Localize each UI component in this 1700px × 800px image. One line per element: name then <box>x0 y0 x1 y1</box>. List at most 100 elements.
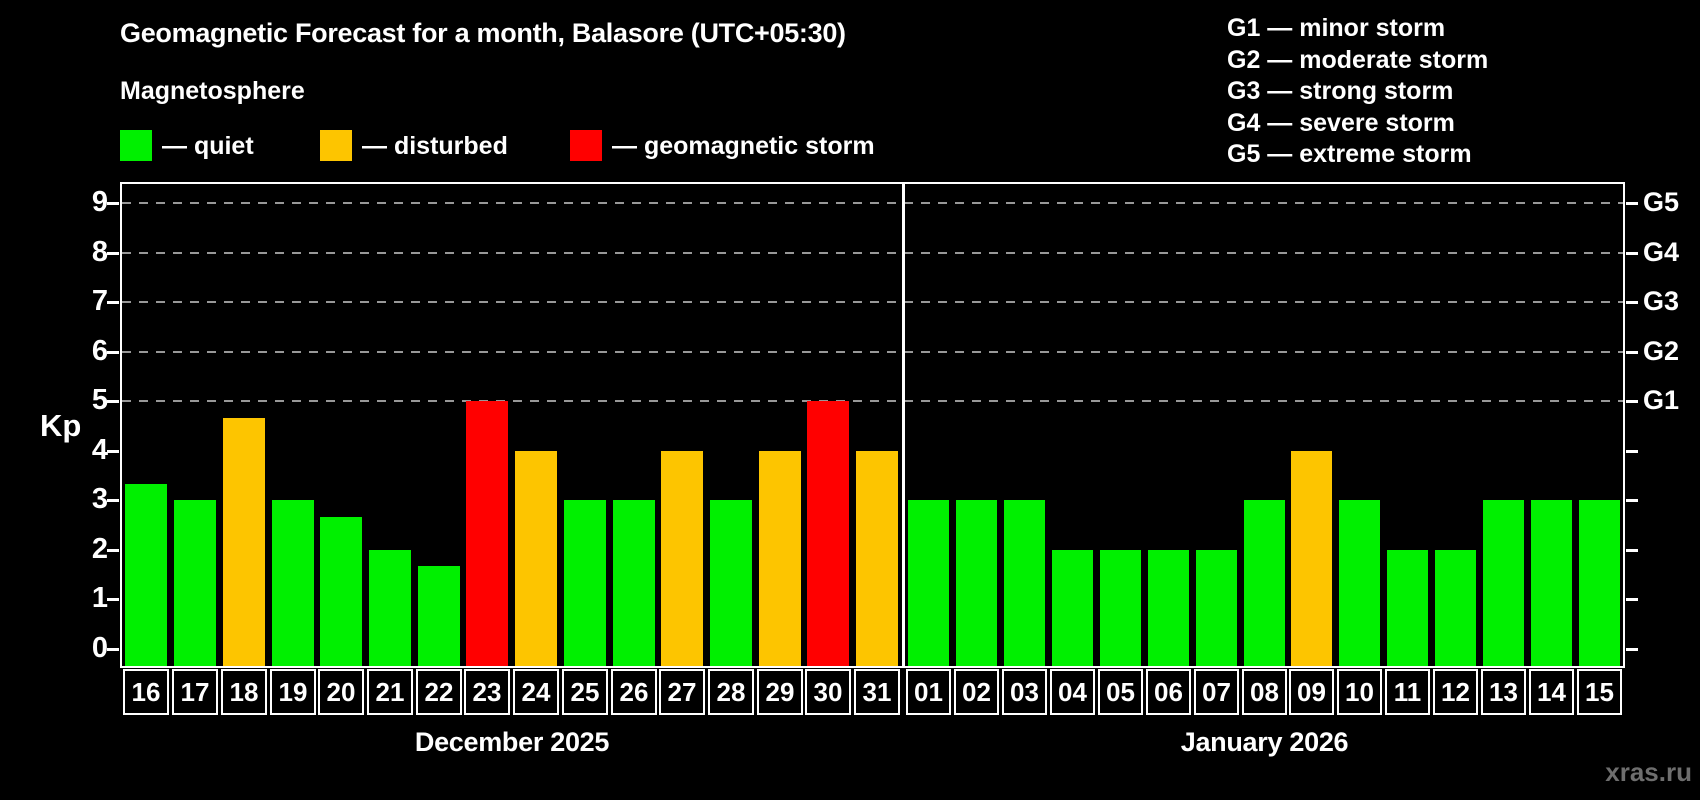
gridline-kp6 <box>122 350 1623 353</box>
legend-item-label: — disturbed <box>362 132 508 160</box>
y-axis-tick <box>1626 548 1638 552</box>
day-label-31: 31 <box>854 669 900 715</box>
gridline-kp8 <box>122 251 1623 254</box>
kp-bar-02 <box>956 500 997 666</box>
y-axis-tick <box>1626 350 1638 354</box>
day-label-04: 04 <box>1050 669 1095 715</box>
y-axis-tick <box>107 548 119 552</box>
y-axis-tick <box>1626 648 1638 651</box>
day-label-29: 29 <box>757 669 803 715</box>
y-axis-tick <box>1626 499 1638 503</box>
magnetosphere-label: Magnetosphere <box>120 77 305 105</box>
kp-bar-10 <box>1339 500 1380 666</box>
gridline-kp7 <box>122 301 1623 304</box>
y-axis-tick <box>1626 251 1638 255</box>
day-label-09: 09 <box>1289 669 1334 715</box>
y-tick-label: 7 <box>91 285 108 318</box>
day-label-13: 13 <box>1481 669 1526 715</box>
kp-bar-26 <box>613 500 655 666</box>
day-label-28: 28 <box>708 669 754 715</box>
day-label-22: 22 <box>416 669 462 715</box>
g1-legend-line: G1 — minor storm <box>1227 14 1446 42</box>
x-axis-day-labels: 16 17 18 19 20 21 22 23 24 25 26 27 28 29 30 31 01 02 03 04… <box>122 669 1623 716</box>
watermark: xras.ru <box>1605 757 1692 787</box>
day-label-02: 02 <box>954 669 999 715</box>
y-tick-label: 1 <box>91 582 108 615</box>
y-axis-tick <box>107 350 119 354</box>
day-label-24: 24 <box>513 669 559 715</box>
day-label-19: 19 <box>270 669 316 715</box>
kp-bar-12 <box>1435 550 1476 666</box>
g-scale-label-g2: G2 <box>1643 335 1680 366</box>
day-label-01: 01 <box>906 669 951 715</box>
y-axis-tick <box>107 648 119 651</box>
kp-bar-04 <box>1052 550 1093 666</box>
month-label-december: December 2025 <box>414 727 610 757</box>
y-axis-tick <box>107 251 119 255</box>
kp-bar-15 <box>1579 500 1620 666</box>
g3-legend-line: G3 — strong storm <box>1227 77 1454 105</box>
kp-bar-20 <box>320 517 362 666</box>
kp-bar-18 <box>223 418 265 666</box>
kp-bar-24 <box>515 451 557 666</box>
g-scale-label-g5: G5 <box>1643 187 1680 217</box>
kp-bar-16 <box>125 484 167 666</box>
kp-bar-17 <box>174 500 216 666</box>
day-label-11: 11 <box>1385 669 1430 715</box>
day-label-16: 16 <box>123 669 169 715</box>
kp-bar-08 <box>1244 500 1285 666</box>
kp-bar-23 <box>466 401 508 666</box>
kp-bar-21 <box>369 550 411 666</box>
kp-bar-01 <box>908 500 949 666</box>
day-label-05: 05 <box>1098 669 1143 715</box>
plot-area <box>120 182 1625 668</box>
kp-bar-06 <box>1148 550 1189 666</box>
day-label-21: 21 <box>367 669 413 715</box>
kp-bar-05 <box>1100 550 1141 666</box>
kp-bar-03 <box>1004 500 1045 666</box>
y-tick-label: 0 <box>91 632 108 664</box>
y-axis-tick <box>1626 598 1638 602</box>
g-scale-label-g1: G1 <box>1643 385 1680 416</box>
y-tick-label: 2 <box>91 532 108 565</box>
g5-legend-line: G5 — extreme storm <box>1227 140 1472 168</box>
legend-item-label: — geomagnetic storm <box>612 132 875 160</box>
kp-bar-28 <box>710 500 752 666</box>
day-label-25: 25 <box>562 669 608 715</box>
day-label-27: 27 <box>659 669 705 715</box>
day-label-26: 26 <box>611 669 657 715</box>
kp-bar-13 <box>1483 500 1524 666</box>
y-tick-label: 6 <box>91 334 108 367</box>
storm-swatch <box>570 130 602 161</box>
gridline-kp5 <box>122 400 1623 403</box>
day-label-08: 08 <box>1242 669 1287 715</box>
y-axis-title: Kp <box>40 408 82 443</box>
y-axis-tick <box>1626 449 1638 453</box>
day-label-06: 06 <box>1146 669 1191 715</box>
y-axis-tick <box>1626 202 1638 205</box>
day-label-07: 07 <box>1194 669 1239 715</box>
kp-bar-30 <box>807 401 849 666</box>
y-tick-label: 3 <box>91 483 108 516</box>
quiet-swatch <box>120 130 152 161</box>
day-label-17: 17 <box>172 669 218 715</box>
kp-bar-14 <box>1531 500 1572 666</box>
kp-bar-11 <box>1387 550 1428 666</box>
y-axis-tick <box>107 202 119 205</box>
g-scale-legend: G1 — minor storm G2 — moderate storm G3 … <box>1227 13 1488 171</box>
day-label-20: 20 <box>318 669 364 715</box>
kp-bar-27 <box>661 451 703 666</box>
legend-item-label: — quiet <box>162 132 254 160</box>
g2-legend-line: G2 — moderate storm <box>1227 45 1489 74</box>
day-label-14: 14 <box>1529 669 1574 715</box>
y-tick-label: 8 <box>91 235 108 268</box>
y-axis-tick <box>107 598 119 602</box>
month-separator <box>901 184 905 666</box>
gridline-kp9 <box>122 202 1623 204</box>
y-axis-tick <box>107 400 119 404</box>
y-axis-tick <box>107 499 119 503</box>
y-axis-tick <box>107 449 119 453</box>
day-label-15: 15 <box>1577 669 1622 715</box>
page-title: Geomagnetic Forecast for a month, Balaso… <box>120 18 846 48</box>
